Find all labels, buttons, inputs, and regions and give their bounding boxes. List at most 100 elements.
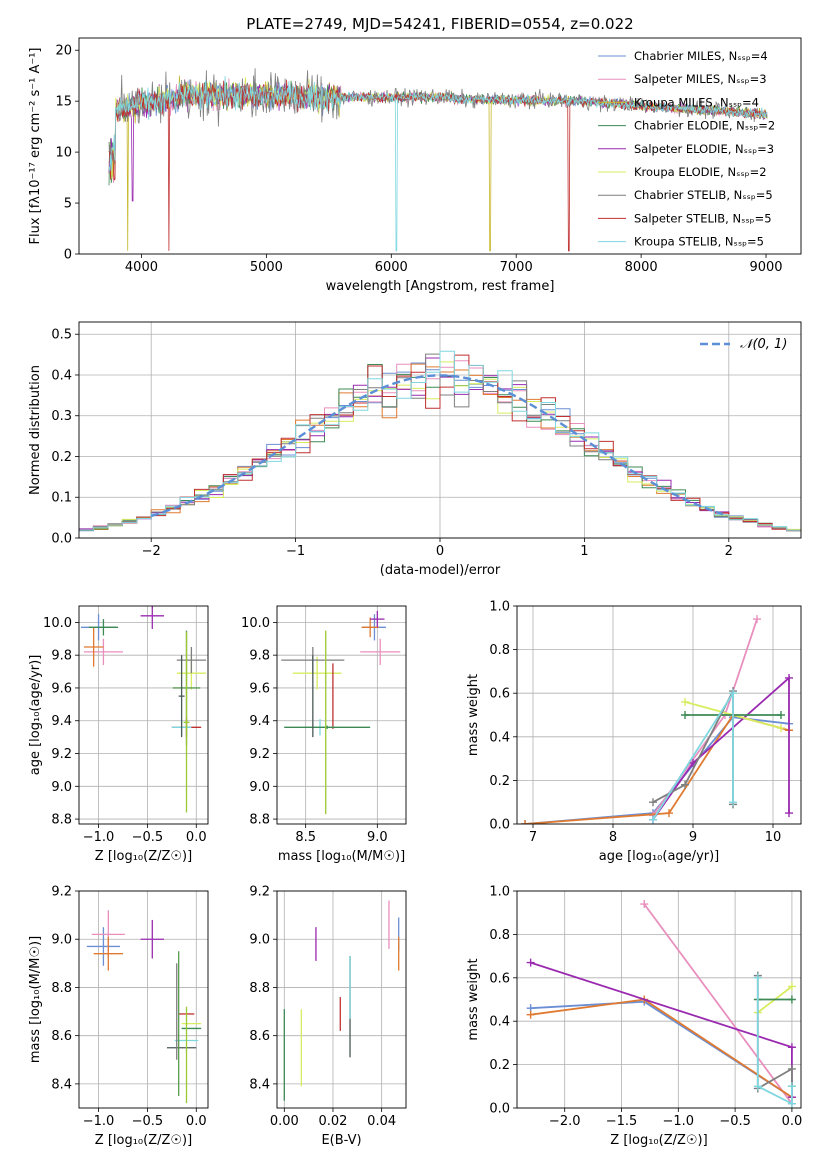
axes-frame — [78, 37, 802, 255]
x-tick-label: −1.0 — [83, 830, 115, 845]
weight-marker — [787, 995, 796, 1004]
weight-marker — [777, 711, 785, 719]
errorbar-point-2 — [361, 617, 379, 638]
x-tick-label: 0.0 — [782, 1114, 803, 1129]
weight-marker — [785, 809, 793, 818]
y-tick-label: 9.4 — [51, 714, 72, 729]
panel-age_vs_Z: −1.0 −0.5 0.0 8.8 9.0 9.2 9.4 9.6 9.8 10.0 Z [log₁… — [28, 605, 209, 864]
x-tick-label: 7000 — [500, 260, 533, 275]
y-tick-label: 0.0 — [489, 1102, 510, 1117]
legend-label: Chabrier MILES, Nₛₛₚ=4 — [634, 49, 768, 63]
y-tick-label: 0.2 — [51, 450, 72, 465]
y-tick-label: 5 — [64, 197, 72, 212]
y-tick-label: 8.8 — [51, 981, 72, 996]
x-axis-label: (data-model)/error — [380, 563, 501, 578]
x-tick-label: 10 — [765, 830, 782, 845]
errorbar-point-1 — [360, 638, 401, 666]
y-tick-label: 0.0 — [51, 532, 72, 547]
y-tick-label: 0.6 — [489, 687, 510, 702]
errorbar-point-2 — [83, 627, 104, 667]
x-tick-label: 0.04 — [367, 1114, 396, 1129]
y-tick-label: 9.0 — [249, 780, 270, 795]
spectrum-line-8 — [108, 75, 768, 252]
weight-line-3 — [652, 675, 790, 821]
weight-marker — [649, 815, 657, 824]
legend-label: Kroupa STELIB, Nₛₛₚ=5 — [634, 235, 764, 249]
errorbar-point-11 — [178, 655, 185, 738]
y-tick-label: 8.4 — [51, 1077, 72, 1092]
errorbar-point-1 — [83, 638, 123, 666]
y-tick-label: 9.2 — [249, 885, 270, 900]
y-tick-label: 9.4 — [249, 714, 270, 729]
legend-label: 𝒩(0, 1) — [740, 337, 787, 352]
weight-marker — [787, 1099, 796, 1108]
panel-age_vs_mass: 8.5 9.0 8.8 9.0 9.2 9.4 9.6 9.8 10.0 mass [log₁₀(… — [241, 605, 407, 864]
plot-area-spectrum — [108, 68, 768, 252]
weight-line-1 — [643, 903, 793, 1105]
weight-marker — [785, 673, 793, 682]
y-axis-label: age [log₁₀(age/yr)] — [28, 655, 43, 776]
weight-marker — [681, 711, 689, 719]
x-tick-label: 8000 — [625, 260, 658, 275]
y-tick-label: 9.2 — [249, 747, 270, 762]
panel-weight_vs_age: 7 8 9 10 0.0 0.2 0.4 0.6 0.8 1.0 age [log₁₀(age/yr… — [466, 600, 802, 864]
x-tick-label: 6000 — [375, 260, 408, 275]
y-tick-label: 0.1 — [51, 491, 72, 506]
legend-label: Kroupa MILES, Nₛₛₚ=4 — [634, 95, 759, 109]
plot-area-weight_vs_age — [521, 615, 793, 824]
x-axis-label: age [log₁₀(age/yr)] — [599, 849, 720, 864]
y-tick-label: 9.6 — [51, 681, 72, 696]
x-tick-label: 1 — [580, 544, 588, 559]
weight-marker — [526, 1010, 535, 1019]
histogram-step-7 — [79, 354, 801, 531]
weight-marker — [777, 724, 785, 733]
legend-label: Salpeter STELIB, Nₛₛₚ=5 — [634, 211, 772, 225]
y-tick-label: 8.6 — [249, 1029, 270, 1044]
panel-mass_vs_Z: −1.0 −0.5 0.0 8.4 8.6 8.8 9.0 9.2 Z [log₁₀(Z/Z☉)… — [28, 885, 209, 1148]
errorbar-point-8 — [284, 725, 371, 729]
weight-line-3 — [530, 961, 793, 1098]
weight-line-7 — [756, 977, 793, 1106]
y-tick-label: 9.2 — [51, 747, 72, 762]
panel-weight_vs_Z: −2.0 −1.5 −1.0 −0.5 0.0 0.0 0.2 0.4 0.6 0.8 1.0 Z [… — [466, 885, 802, 1149]
axes-frame — [516, 890, 802, 1109]
legend-label: Kroupa ELODIE, Nₛₛₚ=2 — [634, 165, 767, 179]
spectrum-line-7 — [108, 79, 768, 252]
errorbar-point-3 — [370, 610, 385, 628]
y-tick-label: 9.2 — [51, 885, 72, 900]
normal-reference-curve — [150, 374, 724, 518]
y-tick-label: 15 — [55, 95, 72, 110]
x-tick-label: −1.0 — [83, 1114, 115, 1129]
weight-marker — [526, 958, 535, 967]
x-axis-label: Z [log₁₀(Z/Z☉)] — [95, 849, 192, 864]
y-axis-label: Flux [fλ10⁻¹⁷ erg cm⁻² s⁻¹ A⁻¹] — [28, 48, 43, 245]
y-tick-label: 0.5 — [51, 328, 72, 343]
y-axis-label: mass [log₁₀(M/M☉)] — [28, 936, 43, 1063]
panel-residuals: −2 −1 0 1 2 0.0 0.1 0.2 0.3 0.4 0.5 (data-model)/er… — [28, 321, 802, 578]
weight-marker — [649, 798, 657, 807]
y-axis-label: Normed distribution — [28, 365, 43, 495]
legend-label: Chabrier STELIB, Nₛₛₚ=5 — [634, 188, 773, 202]
x-tick-label: −0.5 — [132, 830, 164, 845]
plot-area-mass_vs_Z — [86, 910, 202, 1104]
weight-marker — [787, 982, 796, 991]
errorbar-point-10 — [183, 632, 190, 813]
x-tick-label: 0.00 — [270, 1114, 299, 1129]
y-tick-label: 10.0 — [241, 616, 270, 631]
y-tick-label: 10.0 — [43, 616, 72, 631]
x-axis-label: wavelength [Angstrom, rest frame] — [326, 279, 555, 294]
y-tick-label: 9.0 — [51, 780, 72, 795]
x-tick-label: −0.5 — [719, 1114, 751, 1129]
y-tick-label: 0.6 — [489, 971, 510, 986]
weight-marker — [787, 1064, 796, 1073]
weight-marker — [729, 798, 737, 807]
y-tick-label: 20 — [55, 44, 72, 59]
axes-frame — [276, 890, 407, 1109]
x-tick-label: 5000 — [250, 260, 283, 275]
y-tick-label: 9.0 — [249, 933, 270, 948]
plot-area-residuals — [79, 350, 801, 532]
x-tick-label: 0.0 — [186, 830, 207, 845]
weight-marker — [787, 1082, 796, 1091]
y-axis-label: mass weight — [466, 958, 481, 1040]
axes-frame — [276, 605, 407, 825]
